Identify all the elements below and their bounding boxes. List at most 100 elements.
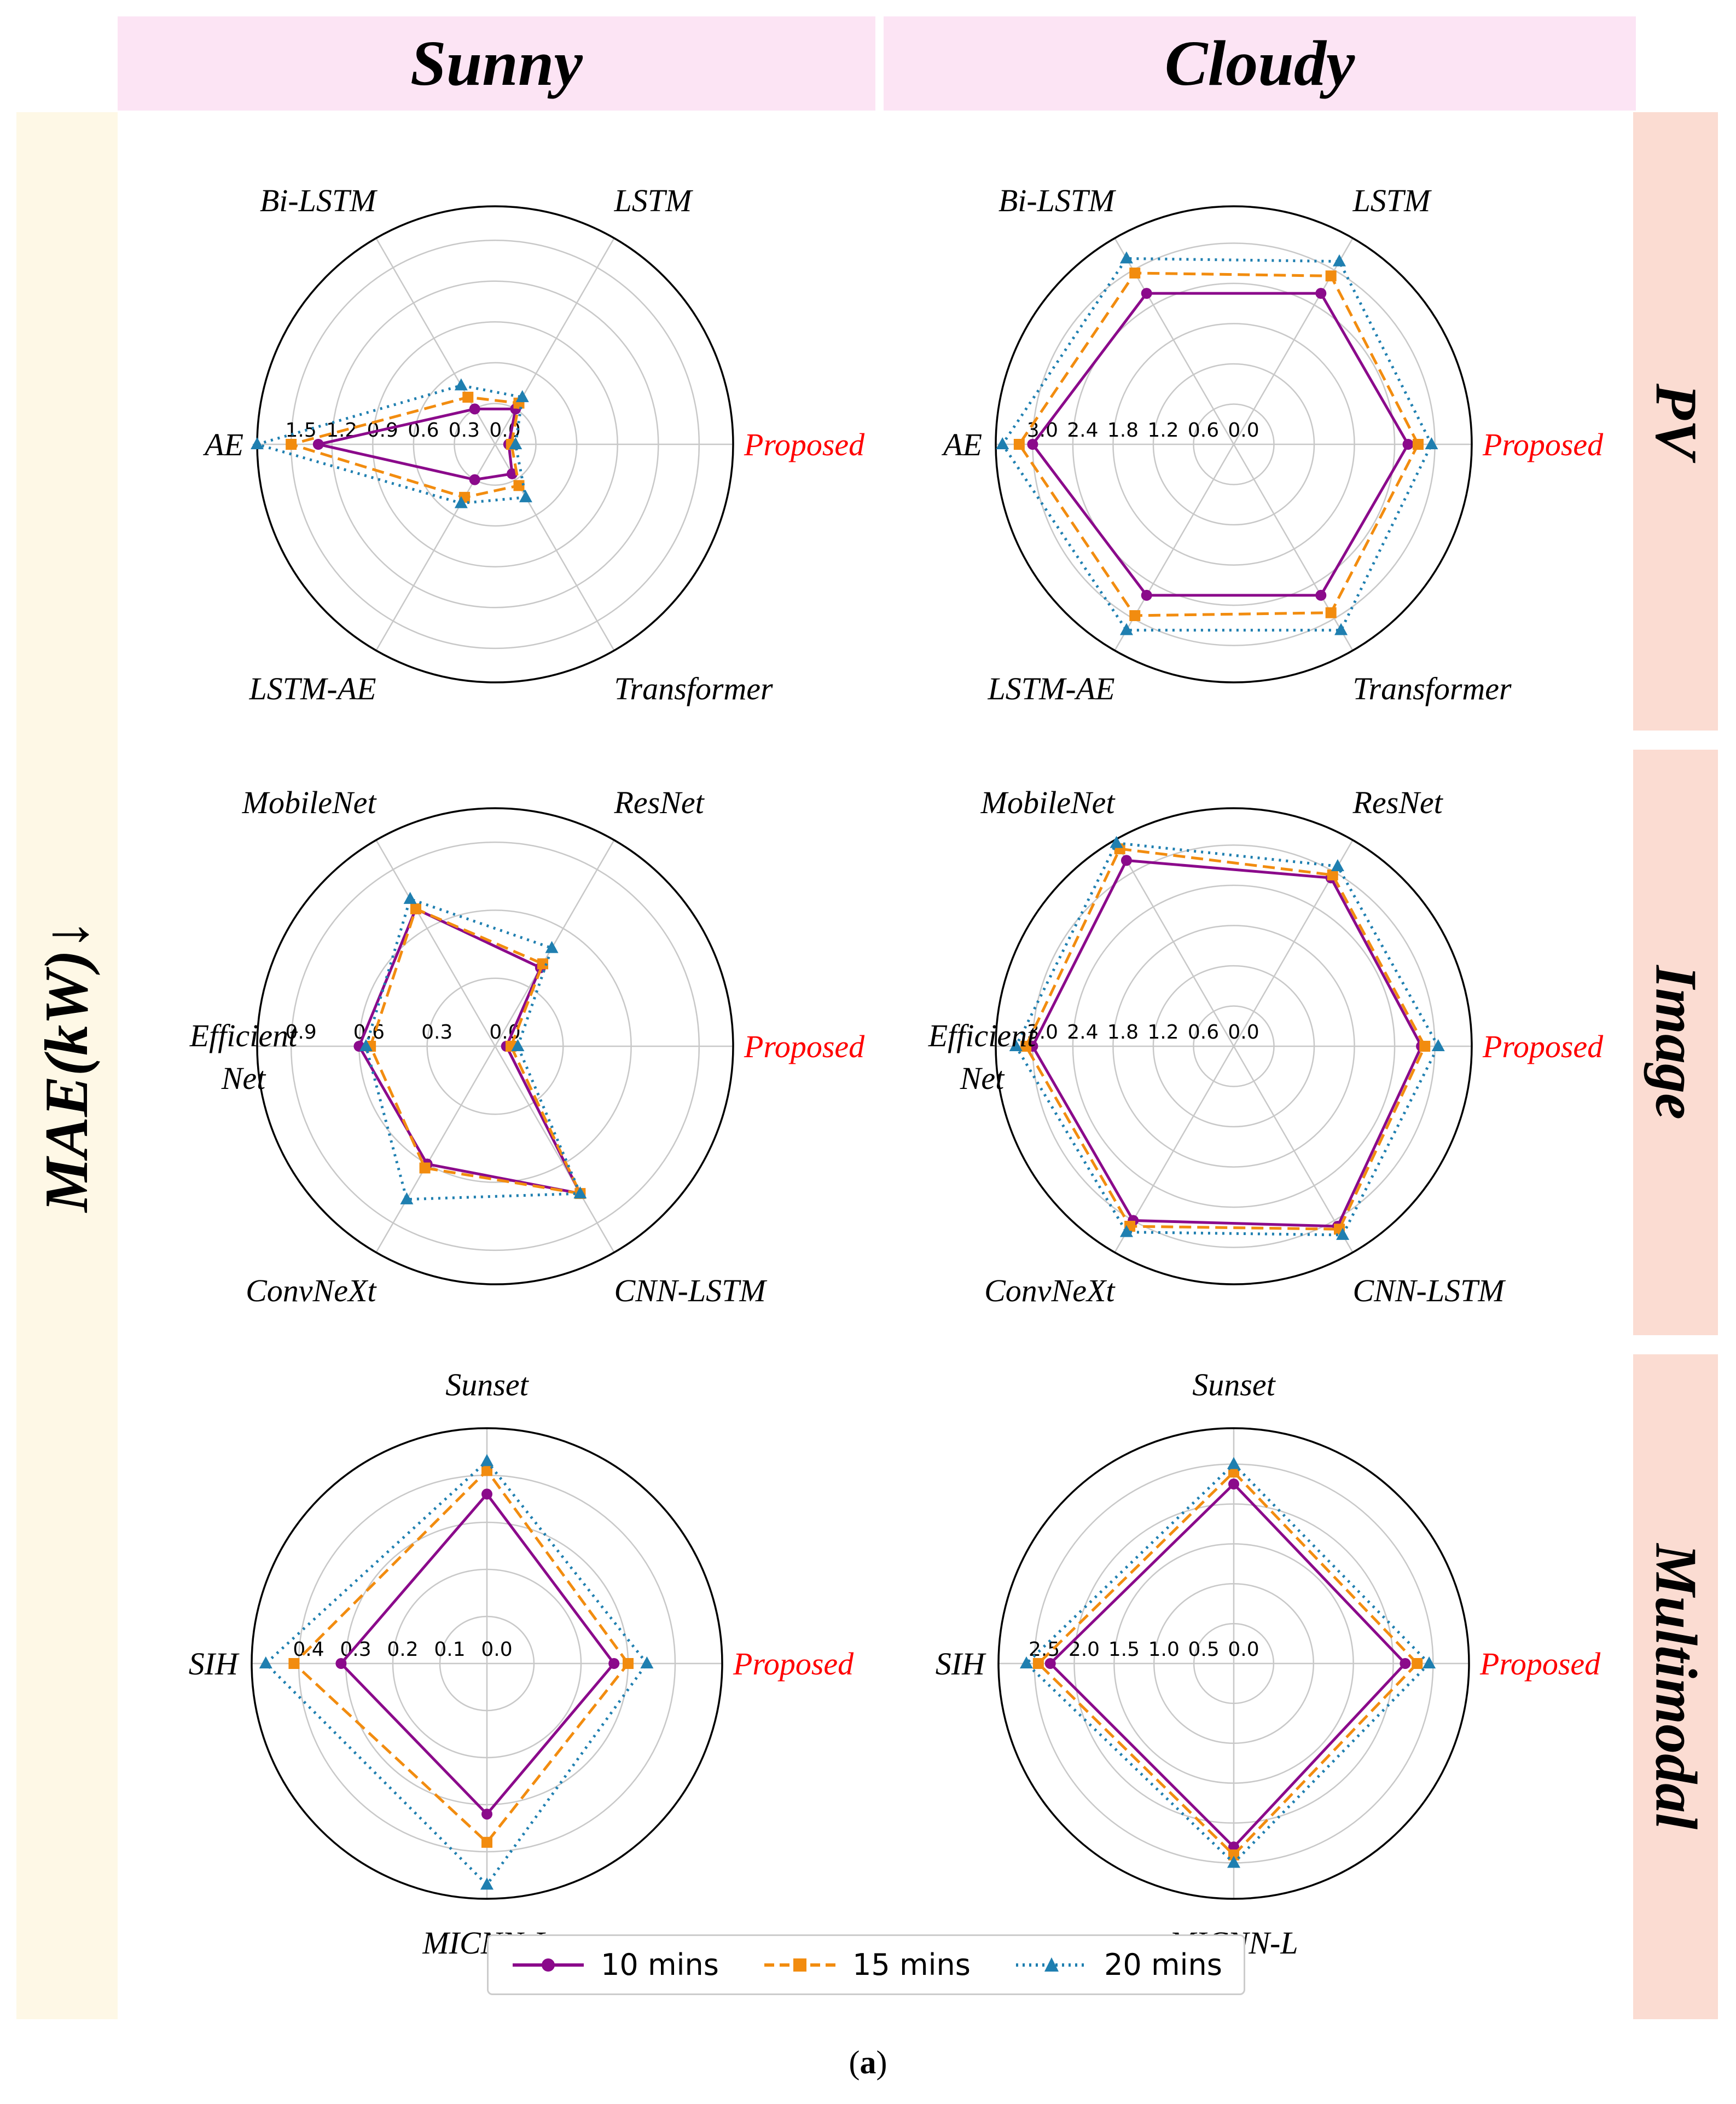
point-20-mins-proposed xyxy=(509,437,522,449)
point-15-mins-convnext xyxy=(419,1162,431,1174)
spoke-cnn-lstm xyxy=(1233,1046,1354,1253)
row-header-pv-label: PV xyxy=(1643,383,1709,459)
legend-item-10: 10 mins xyxy=(510,1947,719,1982)
point-20-mins-sih xyxy=(259,1656,272,1668)
axis-label-lstm-ae: LSTM-AE xyxy=(249,671,376,706)
point-20-mins-ae xyxy=(996,437,1009,449)
outer-ring xyxy=(995,807,1473,1285)
legend-swatch-20 xyxy=(1016,1957,1088,1972)
axis-label-sunset: Sunset xyxy=(1192,1367,1276,1402)
legend-item-20: 20 mins xyxy=(1013,1947,1222,1982)
axis-label-proposed: Proposed xyxy=(733,1646,854,1682)
column-header-sunny-label: Sunny xyxy=(410,27,583,99)
figure-caption: (a) xyxy=(849,2044,887,2080)
axis-label-proposed: Proposed xyxy=(1479,1646,1601,1682)
point-15-mins-ae xyxy=(1013,439,1025,450)
point-20-mins-transformer xyxy=(519,490,532,502)
spoke-transformer xyxy=(1233,444,1354,651)
axis-label-transformer: Transformer xyxy=(1353,671,1512,706)
point-15-mins-micnn-l xyxy=(1228,1849,1239,1860)
tick-label: 1.8 xyxy=(1107,419,1139,442)
axis-label-sih: SIH xyxy=(189,1646,240,1682)
row-header-multimodal: Multimodal xyxy=(1633,1354,1718,2019)
point-10-mins-sunset xyxy=(1228,1479,1239,1490)
axis-label-convnext: ConvNeXt xyxy=(246,1273,377,1308)
point-20-mins-lstm xyxy=(515,390,529,402)
point-10-mins-sunset xyxy=(481,1488,492,1500)
point-20-mins-transformer xyxy=(1334,623,1348,635)
tick-label: 0.0 xyxy=(1228,419,1259,442)
axis-label-cnn-lstm: CNN-LSTM xyxy=(1353,1273,1506,1308)
point-15-mins-sih xyxy=(288,1658,300,1669)
radar-image-sunny: 0.00.30.60.9 ProposedResNetMobileNetEffic… xyxy=(189,785,865,1308)
caption-letter: a xyxy=(860,2044,876,2080)
point-10-mins-transformer xyxy=(1315,589,1327,601)
point-20-mins-lstm xyxy=(1332,254,1346,266)
point-15-mins-sunset xyxy=(1228,1467,1239,1478)
point-20-mins-bi-lstm xyxy=(1119,251,1133,264)
point-20-mins-efficientnet xyxy=(1009,1039,1023,1051)
point-10-mins-lstm xyxy=(1315,288,1327,299)
axis-label-sunset: Sunset xyxy=(445,1367,529,1402)
axis-label-proposed: Proposed xyxy=(1482,427,1604,462)
point-15-mins-sunset xyxy=(481,1465,492,1476)
axis-label-lstm: LSTM xyxy=(1352,183,1432,218)
series-20-mins xyxy=(264,1459,649,1887)
tick-label: 1.2 xyxy=(1147,419,1178,442)
axis-label-efficientnet: Efficient Net xyxy=(928,1018,1037,1096)
spoke-mobilenet xyxy=(375,839,496,1047)
point-15-mins-proposed xyxy=(1412,1658,1423,1669)
legend-swatch-10 xyxy=(513,1958,584,1972)
point-20-mins-proposed xyxy=(640,1656,654,1668)
point-10-mins-transformer xyxy=(507,468,518,479)
point-10-mins-ae xyxy=(1027,439,1038,450)
radar-pv-cloudy: 0.00.61.21.82.43.0 ProposedLSTMBi-LSTMAEL… xyxy=(941,183,1604,706)
column-header-sunny: Sunny xyxy=(118,16,875,111)
legend-label-20: 20 mins xyxy=(1104,1947,1222,1982)
tick-label: 0.2 xyxy=(387,1638,418,1661)
spoke-lstm xyxy=(1233,237,1354,445)
point-10-mins-bi-lstm xyxy=(1141,288,1152,299)
spoke-mobilenet xyxy=(1114,839,1235,1047)
axis-label-resnet: ResNet xyxy=(614,785,705,820)
point-20-mins-sih xyxy=(1020,1656,1034,1668)
point-20-mins-proposed xyxy=(1425,437,1438,449)
point-15-mins-resnet xyxy=(537,958,548,970)
point-15-mins-proposed xyxy=(1419,1041,1431,1052)
tick-label: 0.6 xyxy=(1188,1021,1219,1044)
tick-label: 2.4 xyxy=(1067,419,1098,442)
point-10-mins-proposed xyxy=(1400,1658,1411,1669)
point-15-mins-transformer xyxy=(1325,607,1337,618)
point-20-mins-cnn-lstm xyxy=(573,1186,587,1199)
point-20-mins-proposed xyxy=(511,1039,525,1051)
axis-label-sih: SIH xyxy=(936,1646,986,1682)
radar-multimodal-cloudy: 0.00.51.01.52.02.5ProposedSunsetSIHMICNN… xyxy=(936,1367,1601,1961)
point-15-mins-efficientnet xyxy=(1020,1041,1032,1052)
point-20-mins-resnet xyxy=(1331,859,1344,872)
tick-label: 0.1 xyxy=(434,1638,465,1661)
point-10-mins-ae xyxy=(312,439,324,450)
point-15-mins-sih xyxy=(1032,1658,1044,1669)
point-20-mins-cnn-lstm xyxy=(1336,1227,1350,1240)
point-20-mins-sunset xyxy=(480,1454,493,1467)
tick-label: 0.3 xyxy=(421,1021,452,1044)
point-20-mins-efficientnet xyxy=(359,1039,373,1051)
point-20-mins-lstm-ae xyxy=(454,496,468,508)
point-10-mins-sih xyxy=(335,1658,347,1669)
radar-multimodal-sunny: 0.00.10.20.30.4ProposedSunsetSIHMICNN-L xyxy=(189,1367,854,1961)
point-20-mins-micnn-l xyxy=(480,1877,493,1890)
point-10-mins-sih xyxy=(1044,1658,1056,1669)
column-header-cloudy: Cloudy xyxy=(884,16,1636,111)
axis-label-proposed: Proposed xyxy=(744,427,865,462)
axis-label-cnn-lstm: CNN-LSTM xyxy=(614,1273,768,1308)
tick-label: 0.6 xyxy=(1188,419,1219,442)
point-10-mins-proposed xyxy=(1402,439,1414,450)
tick-label: 1.5 xyxy=(1108,1638,1140,1661)
tick-label: 0.3 xyxy=(449,419,480,442)
row-header-image: Image xyxy=(1633,750,1718,1335)
axis-label-mobilenet: MobileNet xyxy=(980,785,1116,820)
point-20-mins-mobilenet xyxy=(1110,836,1123,848)
series-20-mins xyxy=(364,897,583,1201)
point-15-mins-ae xyxy=(286,439,297,450)
tick-label: 1.2 xyxy=(1147,1021,1178,1044)
